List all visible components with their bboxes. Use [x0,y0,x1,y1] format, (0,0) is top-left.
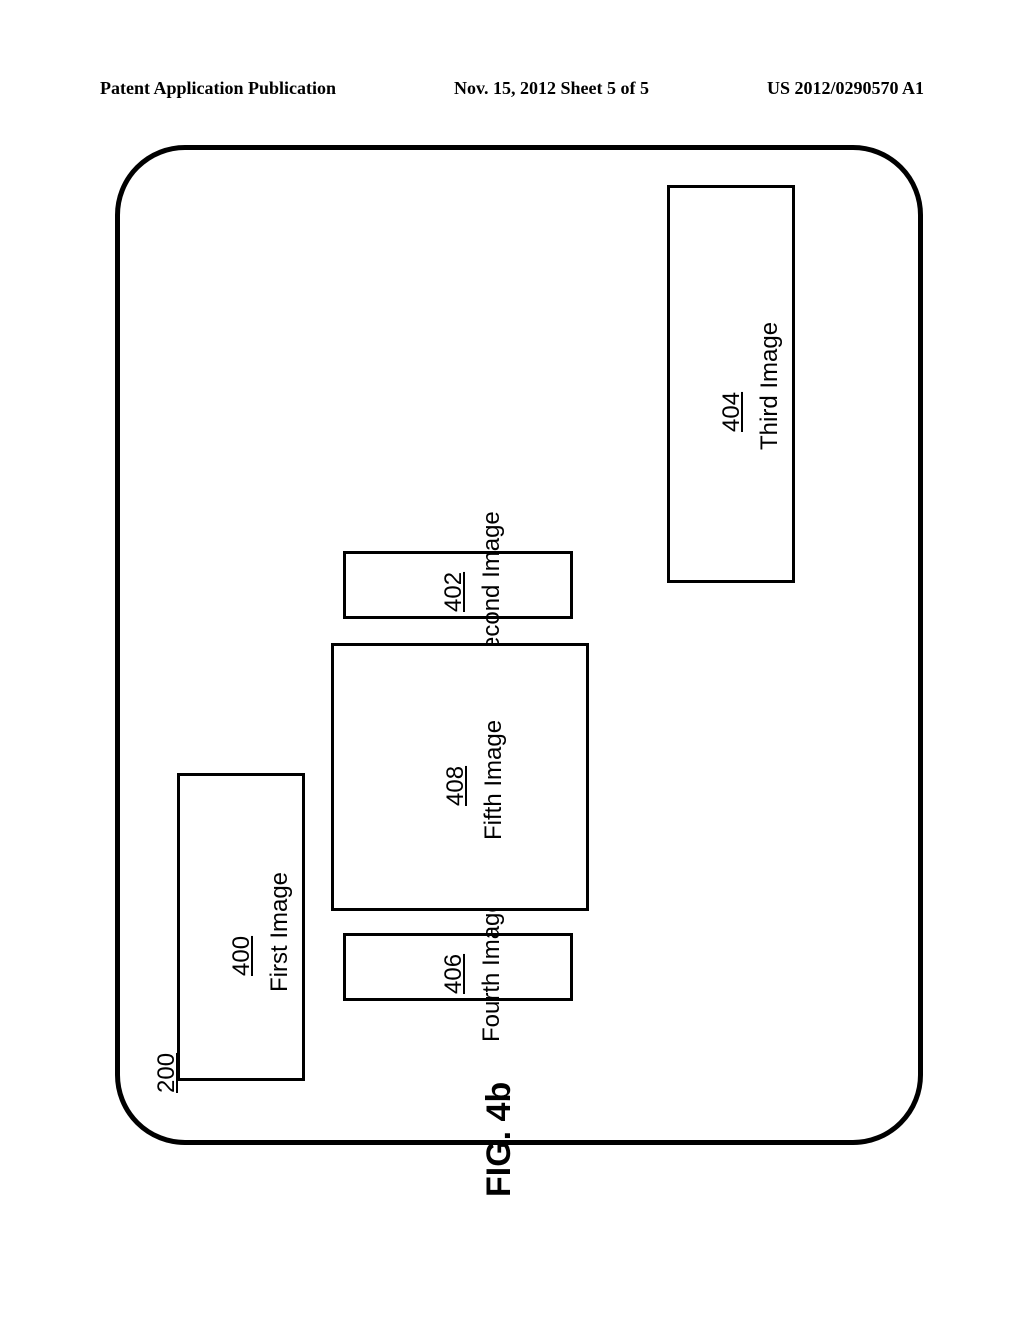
fourth-image-box: 406 Fourth Image [343,933,573,1001]
first-image-label: First Image [266,872,294,992]
third-image-box: 404 Third Image [667,185,795,583]
header-right: US 2012/0290570 A1 [767,78,924,99]
second-image-box: 402 Second Image [343,551,573,619]
fourth-image-ref: 406 [440,954,468,994]
fifth-image-ref: 408 [442,766,470,806]
page-header: Patent Application Publication Nov. 15, … [100,78,924,99]
first-image-box: 400 First Image [177,773,305,1081]
third-image-ref: 404 [718,392,746,432]
second-image-ref: 402 [440,572,468,612]
fifth-image-box: 408 Fifth Image [331,643,589,911]
third-image-label: Third Image [756,322,784,450]
fifth-image-label: Fifth Image [480,720,508,840]
figure-container: 200 400 First Image 402 Second Image 404… [115,145,923,1207]
figure-caption: FIG. 4b [480,1082,519,1197]
header-center: Nov. 15, 2012 Sheet 5 of 5 [336,78,767,99]
header-left: Patent Application Publication [100,78,336,99]
fourth-image-label: Fourth Image [478,899,506,1042]
first-image-ref: 400 [228,936,256,976]
